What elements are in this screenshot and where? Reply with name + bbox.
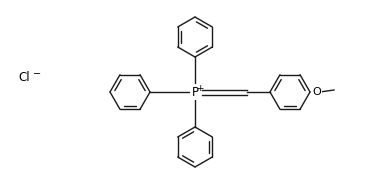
Text: +: +: [196, 83, 204, 92]
Text: O: O: [312, 87, 321, 97]
Text: −: −: [33, 69, 41, 79]
Text: P: P: [191, 85, 199, 98]
Text: Cl: Cl: [18, 70, 30, 83]
